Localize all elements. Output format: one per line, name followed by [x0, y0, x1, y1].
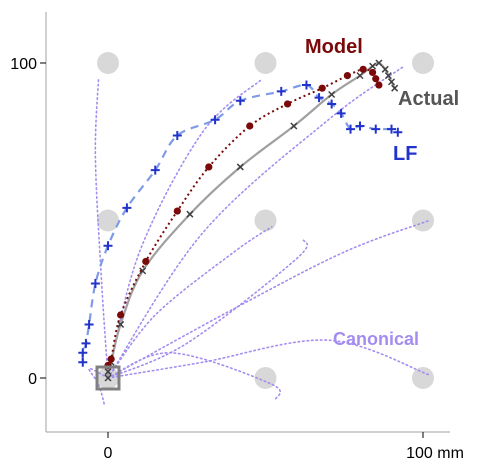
actual-point-3: [117, 320, 125, 328]
model-point-4: [173, 207, 181, 215]
lf-point-19: [387, 124, 396, 134]
start-box: [95, 365, 121, 391]
lf-point-0: [78, 357, 88, 367]
lf-point-4: [90, 279, 100, 288]
canonical-paths: [88, 65, 431, 408]
lf-point-10: [235, 96, 245, 106]
model-point-6: [246, 122, 254, 130]
actual-point-6: [236, 163, 244, 171]
lf-point-16: [346, 124, 356, 134]
lf-point-1: [78, 348, 88, 358]
actual-point-14: [387, 78, 396, 86]
model-point-2: [117, 311, 125, 319]
target-8: [412, 52, 434, 74]
lf-point-7: [150, 165, 160, 175]
actual-point-12: [381, 65, 389, 73]
actual-point-8: [328, 90, 336, 99]
model-line: [107, 68, 380, 367]
model-point-7: [283, 100, 292, 108]
lf-point-14: [327, 99, 337, 109]
series-labels: Model Actual LF Canonical: [305, 36, 459, 349]
actual-point-11: [375, 59, 383, 67]
actual-point-7: [290, 122, 298, 130]
actual-line: [106, 61, 396, 379]
canonical-path-3: [107, 226, 273, 379]
lf-point-3: [84, 319, 94, 329]
axes: 0 100 mm 0 100: [10, 12, 464, 462]
model-point-3: [142, 257, 150, 266]
target-4: [254, 209, 277, 232]
actual-point-1: [104, 368, 112, 376]
model-point-5: [205, 163, 213, 171]
lf-point-18: [371, 124, 381, 134]
lf-point-5: [103, 241, 113, 251]
lf-point-11: [276, 86, 286, 96]
actual-point-10: [369, 62, 377, 70]
actual-point-13: [384, 72, 392, 80]
label-canonical: Canonical: [333, 329, 419, 349]
lf-point-17: [355, 121, 365, 131]
model-point-12: [372, 75, 380, 83]
canonical-path-8: [107, 238, 309, 379]
model-point-1: [107, 355, 115, 363]
canonical-path-0: [94, 78, 109, 379]
actual-point-0: [104, 374, 112, 382]
target-1: [254, 367, 277, 389]
actual-point-5: [186, 210, 194, 218]
x-tick-label-1: 100 mm: [406, 445, 464, 462]
target-6: [97, 52, 119, 74]
model-point-8: [318, 84, 326, 92]
actual-point-15: [391, 84, 399, 92]
targets-layer: [97, 52, 434, 389]
lf-point-12: [301, 80, 311, 90]
series-layer: [78, 59, 403, 382]
target-3: [97, 209, 119, 232]
canonical-path-2: [107, 65, 405, 379]
label-lf: LF: [393, 143, 417, 165]
canonical-path-6: [107, 339, 431, 379]
canonical-path-4: [107, 219, 431, 379]
canonical-path-1: [107, 78, 264, 379]
lf-point-20: [393, 127, 403, 137]
model-point-11: [369, 68, 377, 77]
lf-point-2: [81, 338, 91, 348]
label-model: Model: [305, 36, 363, 58]
model-point-10: [359, 65, 367, 73]
model-point-13: [375, 81, 383, 89]
x-tick-label-0: 0: [104, 445, 113, 462]
lf-point-13: [314, 93, 324, 103]
target-2: [412, 367, 434, 389]
target-5: [412, 209, 434, 232]
lf-point-8: [172, 130, 182, 140]
y-tick-label-1: 100: [10, 56, 37, 73]
lf-point-9: [210, 115, 220, 125]
label-actual: Actual: [398, 88, 459, 110]
y-tick-label-0: 0: [28, 371, 37, 388]
model-point-9: [343, 72, 351, 80]
canonical-path-7: [88, 367, 109, 408]
target-7: [254, 52, 277, 74]
lf-point-6: [122, 203, 132, 213]
actual-point-4: [139, 267, 147, 275]
actual-point-9: [356, 72, 364, 80]
canonical-path-5: [107, 351, 282, 401]
lf-point-15: [336, 108, 346, 118]
